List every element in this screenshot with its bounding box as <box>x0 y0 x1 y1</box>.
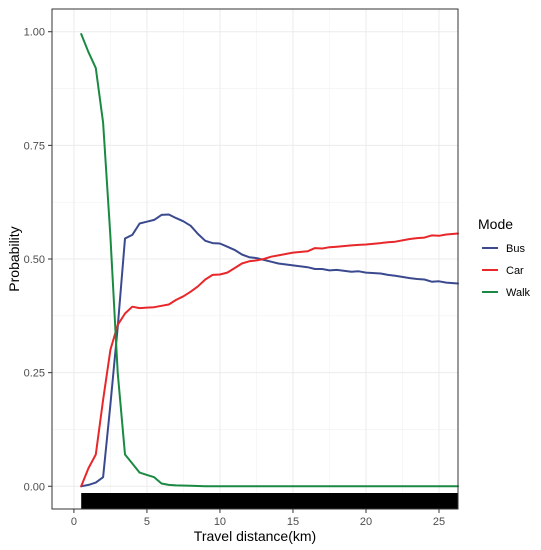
x-axis-ticks: 0 5 10 15 20 25 <box>71 509 445 528</box>
y-tick-label: 0.75 <box>24 140 45 152</box>
legend-label-walk: Walk <box>506 287 531 299</box>
x-tick-label: 15 <box>287 516 299 528</box>
x-tick-label: 25 <box>433 516 445 528</box>
legend: Mode Bus Car Walk <box>478 216 531 299</box>
rug-band <box>81 493 459 509</box>
legend-title: Mode <box>478 216 513 232</box>
y-tick-label: 1.00 <box>24 27 45 39</box>
y-tick-label: 0.25 <box>24 368 45 380</box>
x-tick-label: 20 <box>360 516 372 528</box>
plot-panel <box>51 8 459 510</box>
rug-mark <box>81 493 459 509</box>
legend-items: Bus Car Walk <box>482 243 531 299</box>
x-tick-label: 5 <box>144 516 150 528</box>
y-axis-title: Probability <box>6 226 22 291</box>
series-line-car <box>80 232 459 488</box>
series-lines <box>80 33 459 488</box>
y-axis-ticks: 0.00 0.25 0.50 0.75 1.00 <box>24 27 52 493</box>
y-tick-label: 0.50 <box>24 254 45 266</box>
series-line-walk <box>80 33 459 488</box>
x-tick-label: 0 <box>71 516 77 528</box>
legend-label-car: Car <box>506 265 524 277</box>
x-tick-label: 10 <box>214 516 226 528</box>
x-axis-title: Travel distance(km) <box>194 528 316 544</box>
y-tick-label: 0.00 <box>24 481 45 493</box>
series-line-bus <box>80 213 459 488</box>
legend-label-bus: Bus <box>506 243 525 255</box>
